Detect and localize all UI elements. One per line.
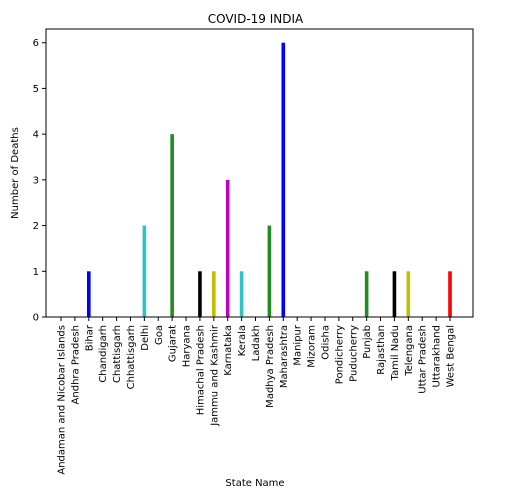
y-tick-label: 4 [33, 130, 39, 141]
x-tick-label: Andhra Pradesh [70, 325, 81, 404]
x-tick-label: Madhya Pradesh [265, 325, 276, 408]
y-tick-label: 3 [33, 175, 39, 186]
x-tick-label: Pondicherry [334, 325, 345, 384]
bar-karnataka [225, 179, 230, 317]
x-tick-label: Punjab [362, 325, 373, 359]
x-tick-label: Bihar [84, 324, 95, 351]
x-tick-label: Delhi [140, 325, 151, 351]
x-tick-label: Kerala [237, 325, 248, 356]
x-tick-label: Gujarat [168, 325, 179, 362]
x-tick-label: Jammu and Kashmir [209, 324, 220, 427]
x-tick-label: Maharashtra [279, 325, 290, 388]
bar-telengana [406, 271, 411, 317]
bar-madhya-pradesh [267, 225, 272, 317]
x-tick-label: Rajasthan [376, 325, 387, 375]
bars-layer [86, 42, 452, 318]
y-tick-label: 2 [33, 221, 39, 232]
y-tick-label: 6 [33, 38, 39, 49]
x-tick-label: Himachal Pradesh [195, 325, 206, 415]
x-axis-ticks: Andaman and Nicobar Islands Andhra Prades… [57, 317, 457, 475]
bar-delhi [142, 225, 147, 317]
bar-jammu-and-kashmir [212, 271, 216, 317]
bar-punjab [364, 271, 369, 317]
x-tick-label: Andaman and Nicobar Islands [57, 325, 68, 475]
x-tick-label: Haryana [182, 325, 193, 367]
x-tick-label: Chattisgarh [112, 325, 123, 383]
x-axis-label: State Name [225, 478, 284, 489]
y-tick-label: 5 [33, 84, 39, 95]
plot-area-frame [45, 28, 474, 318]
bar-west-bengal [448, 271, 452, 317]
y-tick-label: 1 [33, 267, 39, 278]
y-tick-label: 0 [33, 313, 39, 324]
bar-bihar [86, 271, 91, 317]
bar-himachal-pradesh [198, 271, 202, 317]
x-tick-label: Mizoram [307, 325, 318, 368]
x-tick-label: Goa [154, 325, 165, 345]
bar-kerala [239, 271, 244, 317]
bar-gujarat [170, 134, 174, 317]
x-tick-label: Manipur [293, 324, 304, 366]
x-tick-label: Telengana [404, 325, 415, 377]
x-tick-label: Chandigarh [98, 325, 109, 383]
x-tick-label: Uttarakhand [432, 325, 443, 387]
x-tick-label: Karnataka [223, 325, 234, 376]
x-tick-label: Odisha [320, 325, 331, 360]
y-axis-ticks: 0 1 2 3 4 5 6 [33, 38, 46, 324]
bar-tamil-nadu [392, 271, 397, 317]
x-tick-label: Puducherry [348, 325, 359, 382]
bar-maharashtra [281, 42, 286, 318]
chart-title: COVID-19 INDIA [208, 12, 304, 26]
x-tick-label: Ladakh [251, 325, 262, 361]
x-tick-label: Uttar Pradesh [418, 325, 429, 394]
x-tick-label: Chhattisgarh [126, 325, 137, 389]
x-tick-label: West Bengal [446, 325, 457, 387]
x-tick-label: Tamil Nadu [390, 325, 401, 381]
y-axis-label: Number of Deaths [10, 127, 21, 219]
